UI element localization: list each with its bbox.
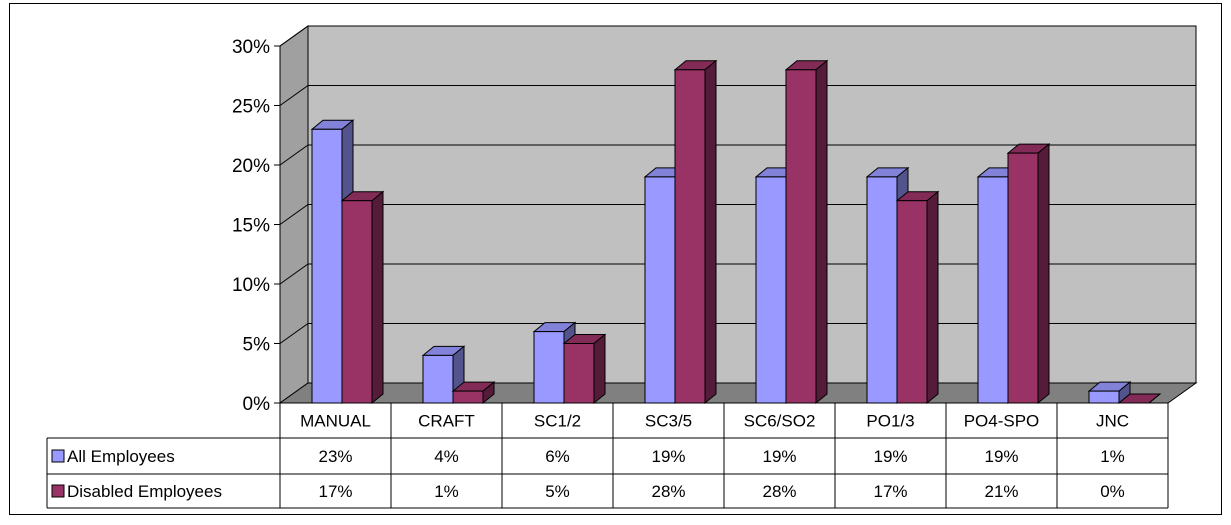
x-tick-label: PO4-SPO [964,412,1040,431]
y-tick-label: 30% [232,37,270,58]
data-label: 17% [318,482,352,501]
data-label: 0% [1100,482,1125,501]
bar [977,176,1009,404]
bar-side [926,190,939,405]
bar [674,69,706,404]
bar [452,390,484,404]
x-tick-label: SC6/SO2 [744,412,816,431]
data-label: 23% [318,447,352,466]
x-tick-label: PO1/3 [866,412,914,431]
data-label: 4% [434,447,459,466]
legend-label: Disabled Employees [67,482,222,501]
data-label: 19% [762,447,796,466]
floor [278,382,1198,404]
bar [533,331,565,404]
y-tick-label: 15% [232,216,270,237]
bar [755,176,787,404]
y-tick-label: 20% [232,156,270,177]
data-label: 28% [651,482,685,501]
data-label: 19% [651,447,685,466]
bar-side [1037,143,1050,405]
y-tick-label: 0% [243,394,271,415]
bar-side [704,59,717,405]
data-label: 19% [873,447,907,466]
y-tick-label: 10% [232,275,270,296]
data-label: 1% [1100,447,1125,466]
legend-label: All Employees [67,447,175,466]
data-label: 1% [434,482,459,501]
data-label: 19% [984,447,1018,466]
x-tick-label: CRAFT [418,412,475,431]
gridline [279,144,1196,166]
x-tick-label: JNC [1096,412,1129,431]
bar [563,343,595,404]
y-tick-label: 5% [243,335,271,356]
bar [1088,390,1120,404]
legend-key [51,449,65,463]
data-label: 5% [545,482,570,501]
bar-side [593,333,606,405]
bar [866,176,898,404]
bar [644,176,676,404]
data-label: 21% [984,482,1018,501]
bar-side [371,190,384,405]
data-label: 17% [873,482,907,501]
gridline [279,25,1196,47]
y-tick-label: 25% [232,97,270,118]
x-tick-label: SC3/5 [645,412,692,431]
gridline [279,85,1196,106]
bar-side [815,59,828,405]
data-label: 6% [545,447,570,466]
data-label: 28% [762,482,796,501]
bar [785,69,817,404]
x-tick-label: SC1/2 [534,412,581,431]
bar [341,200,373,404]
bar [311,128,343,404]
bar-side [1148,393,1161,404]
bar [422,354,454,404]
bar [896,200,928,404]
bar [1007,152,1039,404]
legend-key [51,484,65,498]
x-tick-label: MANUAL [300,412,371,431]
